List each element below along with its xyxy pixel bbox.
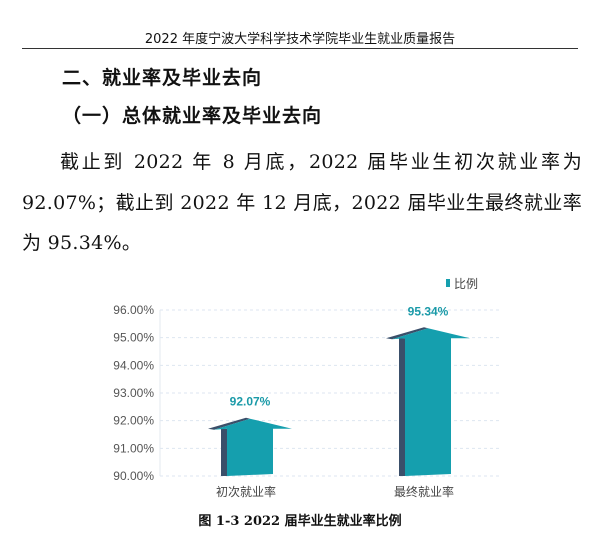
- y-tick-label: 96.00%: [113, 303, 154, 317]
- arrow-bar: [214, 418, 292, 476]
- data-label: 92.07%: [230, 395, 271, 409]
- data-label: 95.34%: [408, 304, 449, 318]
- arrow-bar: [392, 328, 470, 476]
- figure-caption: 图 1-3 2022 届毕业生就业率比例: [198, 514, 402, 529]
- y-tick-label: 94.00%: [113, 358, 154, 372]
- page-header: 2022 年度宁波大学科学技术学院毕业生就业质量报告: [144, 32, 456, 47]
- x-tick-label: 初次就业率: [216, 484, 276, 499]
- subsection-heading: （一）总体就业率及毕业去向: [62, 105, 323, 127]
- arrow-head-shadow: [208, 417, 250, 430]
- section-heading: 二、就业率及毕业去向: [62, 67, 263, 89]
- y-tick-label: 93.00%: [113, 386, 154, 400]
- y-tick-label: 92.00%: [113, 414, 154, 428]
- arrow-shadow: [399, 338, 405, 476]
- arrow-head-shadow: [386, 327, 428, 340]
- body-paragraph: 截止到 2022 年 8 月底，2022 届毕业生初次就业率为 92.07%；截…: [22, 151, 582, 254]
- y-tick-label: 90.00%: [113, 469, 154, 483]
- x-tick-label: 最终就业率: [394, 484, 454, 499]
- arrow-shadow: [221, 428, 227, 476]
- y-tick-label: 91.00%: [113, 441, 154, 455]
- legend-swatch: [446, 279, 450, 287]
- legend-label: 比例: [454, 277, 478, 291]
- header-divider: [22, 48, 578, 49]
- y-tick-label: 95.00%: [113, 331, 154, 345]
